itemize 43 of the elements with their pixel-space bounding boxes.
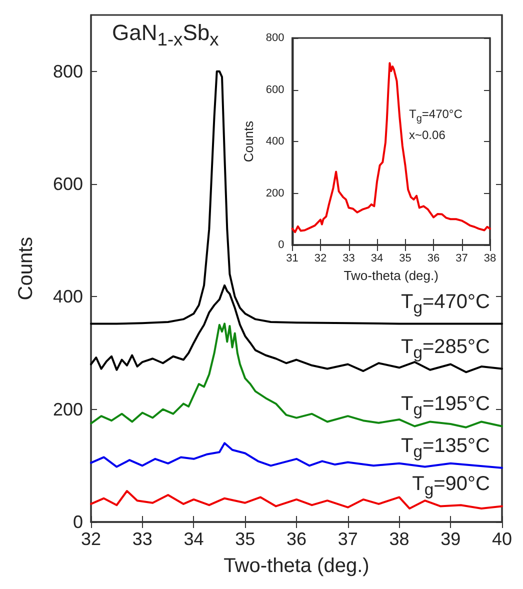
x-tick-label: 34: [370, 252, 384, 264]
x-tick-label: 36: [286, 529, 307, 549]
x-tick-label: 33: [342, 252, 355, 264]
series-label: T$_{g}$=195°C: [401, 392, 490, 422]
annotation: x~0.06: [409, 127, 446, 144]
x-tick-label: 40: [492, 529, 512, 549]
line-series: [291, 62, 491, 234]
y-tick-label: 800: [266, 32, 284, 44]
x-tick-label: 32: [314, 252, 327, 264]
y-tick-label: 200: [266, 187, 284, 200]
y-tick-label: 800: [52, 61, 83, 82]
y-tick-label: 0: [278, 239, 284, 251]
x-tick-label: 39: [440, 529, 461, 549]
line-series: [90, 322, 503, 428]
x-tick-label: 34: [184, 529, 204, 549]
y-tick-label: 400: [52, 286, 83, 307]
series-label: T$_{g}$=285°C: [401, 334, 490, 364]
series-label: T$_{g}$=90°C: [412, 472, 490, 502]
annotation: T$_{g}$=470°C: [409, 106, 462, 126]
x-tick-label: 33: [132, 529, 152, 549]
y-tick-label: 200: [52, 399, 83, 420]
x-tick-label: 35: [399, 252, 412, 264]
series-label: T$_{g}$=135°C: [401, 434, 490, 463]
x-tick-label: 38: [389, 529, 410, 549]
x-tick-label: 38: [484, 252, 496, 264]
y-axis-title: Counts: [15, 236, 37, 300]
y-tick-label: 600: [52, 174, 83, 194]
y-tick-label: 400: [266, 136, 284, 148]
chart-title: GaN$_{1-x}$Sb$_{x}$: [112, 20, 219, 52]
x-axis-title: Two-theta (deg.): [224, 555, 370, 577]
x-tick-label: 31: [286, 252, 298, 264]
line-series: [90, 70, 503, 325]
x-tick-label: 35: [235, 529, 256, 549]
x-tick-label: 32: [80, 529, 102, 549]
y-axis-title: Counts: [241, 120, 256, 162]
x-tick-label: 37: [456, 252, 468, 264]
y-tick-label: 0: [72, 512, 83, 532]
x-tick-label: 37: [338, 529, 358, 549]
x-axis-title: Two-theta (deg.): [344, 268, 438, 283]
series-label: T$_{g}$=470°C: [401, 290, 490, 319]
x-tick-label: 36: [427, 252, 440, 264]
line-series: [90, 284, 503, 374]
y-tick-label: 600: [266, 84, 284, 96]
